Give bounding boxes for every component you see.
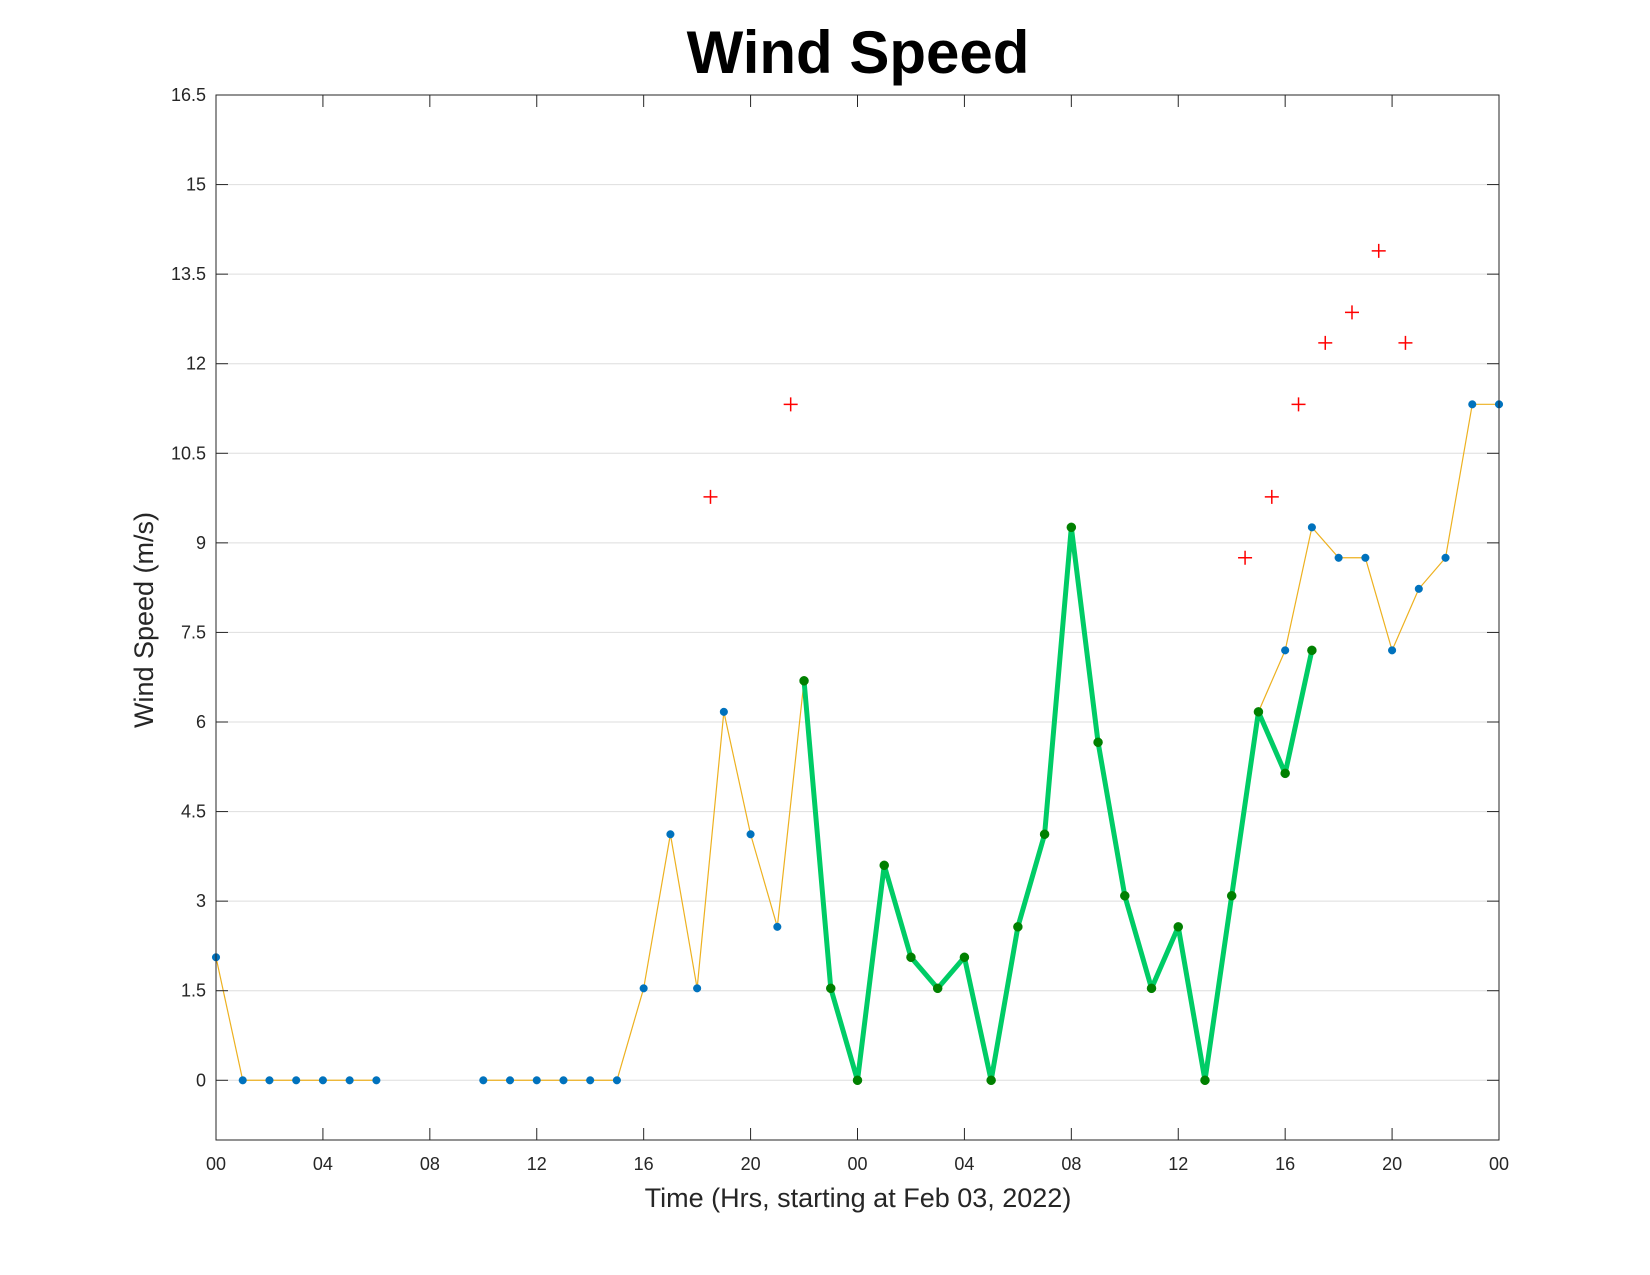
red-plus-marker [1264, 489, 1279, 504]
blue-data-point [292, 1076, 301, 1085]
blue-data-point [1441, 553, 1450, 562]
x-axis-label: Time (Hrs, starting at Feb 03, 2022) [645, 1183, 1072, 1213]
axis-ticks: 0 1.5 3 4.5 6 7.5 9 10.5 12 13.5 15 16.5 00 04 08 12 16 2… [171, 85, 1509, 1174]
x-tick-label: 20 [1382, 1154, 1402, 1174]
green-data-point [932, 983, 943, 994]
y-tick-label: 1.5 [181, 981, 206, 1001]
blue-data-point [639, 984, 648, 993]
y-tick-label: 4.5 [181, 802, 206, 822]
x-tick-label: 12 [527, 1154, 547, 1174]
y-tick-label: 16.5 [171, 85, 206, 105]
blue-data-point [505, 1076, 515, 1085]
green-data-point [1280, 768, 1290, 779]
y-tick-label: 7.5 [181, 622, 206, 642]
blue-data-point [238, 1076, 247, 1085]
blue-data-point [1361, 553, 1370, 562]
blue-data-point [773, 922, 782, 931]
blue-data-point [666, 830, 675, 839]
red-plus-marker [1238, 550, 1253, 565]
x-tick-label: 04 [954, 1154, 974, 1174]
blue-data-point [1334, 553, 1343, 562]
y-tick-label: 15 [186, 175, 206, 195]
x-tick-label: 20 [741, 1154, 761, 1174]
y-tick-label: 3 [196, 891, 206, 911]
y-tick-label: 13.5 [171, 264, 206, 284]
orange-series-line [1257, 403, 1499, 713]
green-data-point [852, 1075, 863, 1086]
green-data-point [1093, 737, 1103, 748]
green-data-point [1066, 522, 1077, 533]
red-plus-marker [1318, 335, 1333, 350]
y-tick-label: 0 [196, 1070, 206, 1090]
green-data-point [986, 1075, 996, 1086]
x-tick-label: 12 [1168, 1154, 1188, 1174]
blue-data-point [479, 1076, 488, 1085]
blue-data-point [719, 707, 728, 716]
blue-data-point [586, 1076, 595, 1085]
x-tick-label: 08 [1061, 1154, 1081, 1174]
chart-title: Wind Speed [687, 19, 1030, 86]
red-plus-marker [703, 489, 718, 504]
blue-data-point [612, 1076, 621, 1085]
green-data-point [1120, 891, 1130, 901]
y-tick-label: 9 [196, 533, 206, 553]
x-tick-label: 00 [206, 1154, 226, 1174]
blue-data-point [265, 1076, 274, 1085]
y-axis-label: Wind Speed (m/s) [129, 512, 159, 728]
green-data-point [879, 860, 889, 871]
x-tick-label: 08 [420, 1154, 440, 1174]
green-data-point [906, 952, 916, 963]
blue-data-point [318, 1076, 327, 1085]
x-tick-label: 16 [634, 1154, 654, 1174]
blue-data-point [1388, 646, 1397, 655]
blue-data-point [746, 830, 755, 839]
y-tick-label: 6 [196, 712, 206, 732]
blue-data-point [693, 984, 702, 993]
red-plus-marker [1344, 305, 1359, 320]
green-data-point [1253, 707, 1264, 717]
green-data-point [1146, 983, 1157, 994]
y-tick-label: 10.5 [171, 443, 206, 463]
x-tick-label: 04 [313, 1154, 333, 1174]
blue-data-point [559, 1076, 568, 1085]
x-tick-label: 00 [1489, 1154, 1509, 1174]
green-data-point [1307, 645, 1317, 656]
green-data-point [1200, 1075, 1210, 1086]
red-plus-marker [1291, 397, 1306, 412]
blue-data-point [372, 1076, 381, 1085]
red-plus-marker [1371, 243, 1386, 258]
blue-data-point [1468, 400, 1477, 409]
red-plus-marker [783, 397, 798, 412]
green-data-point [959, 952, 970, 963]
blue-data-point [345, 1076, 354, 1085]
y-tick-label: 12 [186, 354, 206, 374]
green-data-point [799, 676, 809, 686]
green-data-point [1039, 829, 1050, 840]
x-tick-label: 16 [1275, 1154, 1295, 1174]
green-data-point [1173, 922, 1183, 932]
green-data-point [826, 983, 836, 994]
blue-data-point [532, 1076, 541, 1085]
blue-data-point [1307, 523, 1316, 532]
x-tick-label: 00 [847, 1154, 867, 1174]
plot-area [211, 243, 1504, 1086]
blue-data-point [1281, 646, 1290, 655]
green-series-line [801, 524, 1315, 1083]
green-data-point [1013, 922, 1023, 932]
blue-data-point [1414, 584, 1423, 593]
green-data-point [1226, 891, 1237, 901]
red-plus-marker [1398, 335, 1413, 350]
